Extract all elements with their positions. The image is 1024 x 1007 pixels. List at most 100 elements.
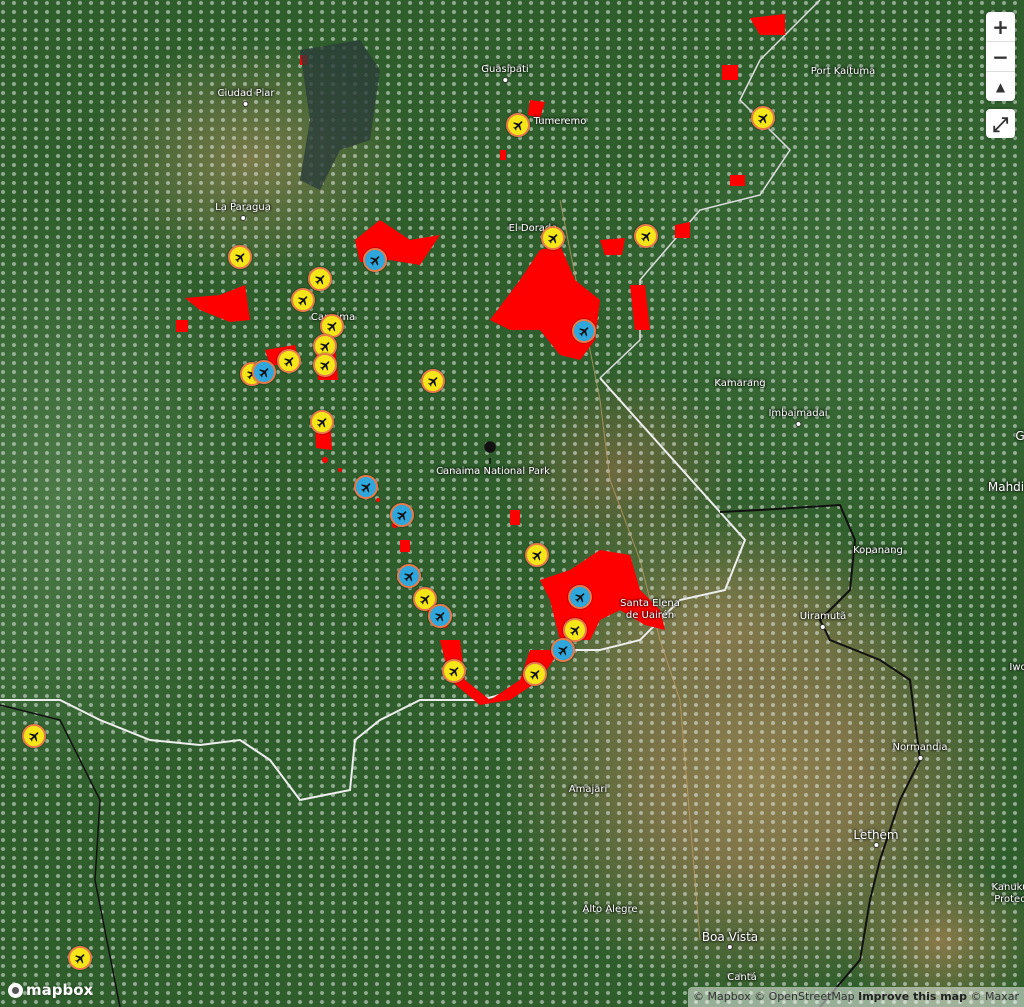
place-dot [727,944,733,950]
airstrip-marker[interactable] [523,662,547,686]
navigation-control: + − ▲ [986,12,1015,101]
airstrip-marker[interactable] [525,543,549,567]
park-icon [484,441,496,464]
airplane-icon [419,594,429,604]
airport-marker[interactable] [252,360,276,384]
place-dot [873,842,879,848]
airstrip-marker[interactable] [751,106,775,130]
airplane-icon [74,953,84,963]
border-white-north [599,0,821,379]
place-label: Ciudad Piar [217,88,275,107]
airplane-icon [319,360,329,370]
osm-attribution-link[interactable]: © OpenStreetMap [754,990,855,1003]
airstrip-marker[interactable] [313,353,337,377]
mapbox-attribution-link[interactable]: © Mapbox [692,990,751,1003]
mapbox-logo-text: mapbox [26,981,94,999]
mapbox-logo[interactable]: mapbox [8,981,93,999]
place-label: Imbaimadai [768,408,828,427]
place-label: Port Kaituma [810,66,876,77]
place-label: Uiramutã [800,611,846,630]
airport-marker[interactable] [354,475,378,499]
airstrip-marker[interactable] [68,946,92,970]
place-dot [917,755,923,761]
place-label: Alto Alegre [582,904,638,915]
airplane-icon [448,666,458,676]
improve-map-link[interactable]: Improve this map [858,990,967,1003]
airplane-icon [369,255,379,265]
place-label: Santa Elena de Uairén [620,598,680,622]
airstrip-marker[interactable] [277,349,301,373]
airport-marker[interactable] [428,604,452,628]
place-dot [239,215,246,221]
airplane-icon [28,731,38,741]
airstrip-marker[interactable] [308,267,332,291]
place-label: Tumeremo [533,116,587,127]
airstrip-marker[interactable] [421,369,445,393]
fullscreen-control: ⤢ [986,109,1015,138]
airplane-icon [326,321,336,331]
airplane-icon [314,274,324,284]
place-label: Mahdi [987,480,1024,494]
airplane-icon [574,592,584,602]
airplane-icon [557,645,567,655]
attribution: © Mapbox © OpenStreetMap Improve this ma… [687,987,1024,1007]
border-white [0,377,747,802]
maxar-attribution-link[interactable]: © Maxar [970,990,1019,1003]
airstrip-marker[interactable] [506,113,530,137]
place-label-text: Imbaimadai [768,408,828,419]
place-dot [794,421,801,427]
cloud-shadow [300,40,380,190]
airplane-icon [569,625,579,635]
airstrip-marker[interactable] [22,724,46,748]
zoom-in-button[interactable]: + [986,12,1015,42]
mapbox-logo-icon [8,982,23,998]
park-label: Canaima National Park [436,466,550,477]
airport-marker[interactable] [551,638,575,662]
airplane-icon [434,611,444,621]
place-dot [243,101,249,107]
place-label-text: Santa Elena [620,598,680,609]
airplane-icon [547,233,557,243]
airstrip-marker[interactable] [541,226,565,250]
compass-button[interactable]: ▲ [995,79,1006,94]
airport-marker[interactable] [397,564,421,588]
airplane-icon [234,252,244,262]
place-label-text: Kanuku [991,882,1024,893]
place-dot [501,77,508,83]
airport-marker[interactable] [390,503,414,527]
airport-marker[interactable] [572,319,596,343]
place-label-text: Guasipati [481,64,529,75]
airstrip-marker[interactable] [442,659,466,683]
place-label: Normandia [893,742,948,761]
fullscreen-button[interactable]: ⤢ [992,111,1009,136]
zoom-out-button[interactable]: − [986,42,1015,72]
place-label: Lethem [853,828,899,848]
place-label: Cantá [727,972,757,983]
country-label: G [1015,429,1024,443]
airplane-icon [529,669,539,679]
place-label-text: Uiramutã [799,611,847,622]
airplane-icon [640,231,650,241]
place-label-text: Lethem [853,828,899,842]
airport-marker[interactable] [568,585,592,609]
place-label: Kamarang [714,378,766,389]
place-label-text: Ciudad Piar [217,88,275,99]
airstrip-marker[interactable] [228,245,252,269]
airport-marker[interactable] [363,248,387,272]
airplane-icon [403,571,413,581]
airstrip-marker[interactable] [310,410,334,434]
place-dot [820,624,826,630]
place-label: Amajari [568,784,608,795]
airplane-icon [258,367,268,377]
airplane-icon [316,417,326,427]
airstrip-marker[interactable] [634,224,658,248]
airplane-icon [396,510,406,520]
airplane-icon [427,376,437,386]
airstrip-marker[interactable] [291,288,315,312]
place-label: KanukuProtec [991,882,1024,906]
airplane-icon [319,341,329,351]
place-label: Iwo [1009,662,1024,673]
